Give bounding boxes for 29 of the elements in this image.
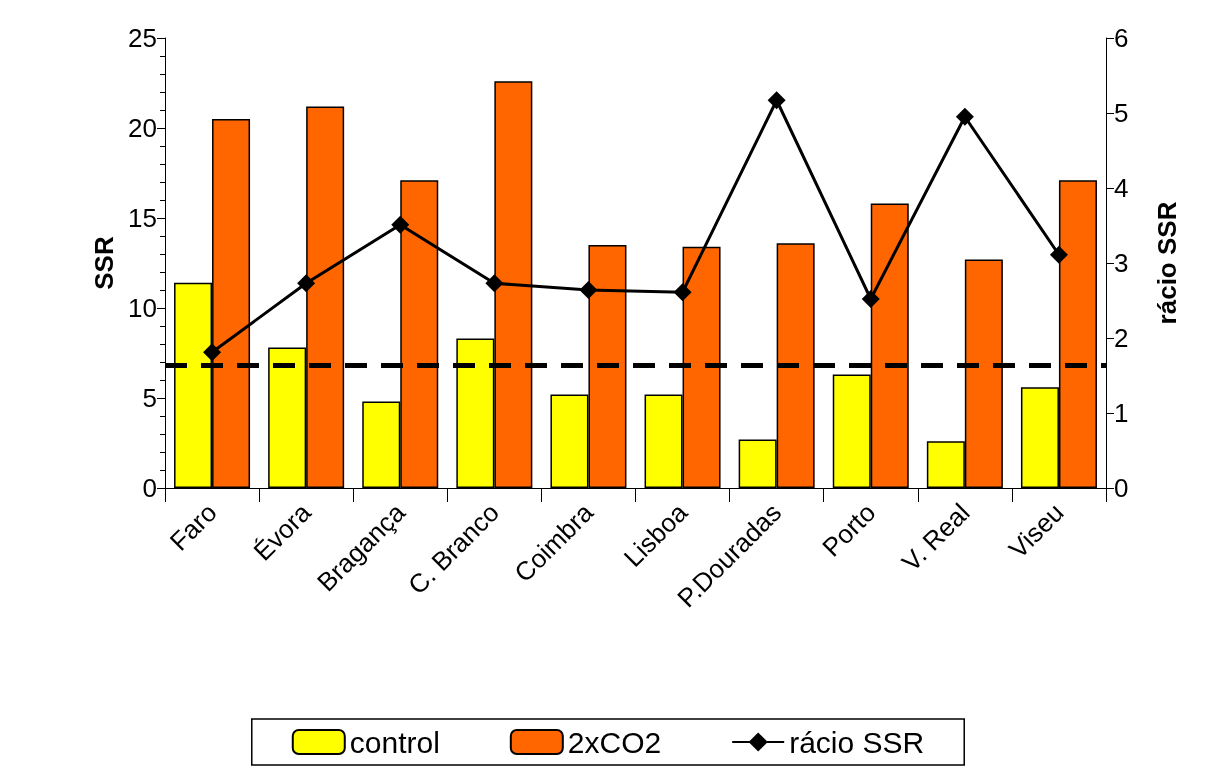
y-tick-label: 20 [128, 113, 157, 143]
y2-tick-label: 6 [1114, 23, 1129, 53]
y2-tick-label: 1 [1114, 398, 1129, 428]
point [955, 107, 974, 126]
point [1049, 245, 1068, 264]
y-tick-label: 10 [128, 293, 157, 323]
y-tick-label: 5 [142, 383, 157, 413]
point [861, 290, 880, 308]
y2-tick-label: 3 [1114, 248, 1129, 278]
y-tick-label: 25 [128, 23, 157, 53]
x-tick-label: Faro [163, 497, 223, 557]
legend-label: rácio SSR [789, 725, 925, 759]
y2-tick-label: 2 [1114, 323, 1129, 353]
point [297, 274, 316, 293]
legend-label: 2xCO2 [567, 725, 662, 759]
y2-tick-label: 4 [1114, 173, 1129, 203]
y2-axis-title: rácio SSR [1152, 201, 1182, 325]
point [485, 274, 504, 293]
y-tick-label: 15 [128, 203, 157, 233]
y2-tick-label: 0 [1114, 473, 1129, 503]
point [767, 91, 786, 110]
point [391, 215, 410, 234]
y2-tick-label: 5 [1114, 98, 1129, 128]
point [579, 281, 598, 299]
point [673, 283, 692, 302]
point [203, 343, 222, 362]
legend-label: control [349, 725, 440, 759]
y-axis-title: SSR [89, 236, 119, 290]
y-tick-label: 0 [142, 473, 157, 503]
